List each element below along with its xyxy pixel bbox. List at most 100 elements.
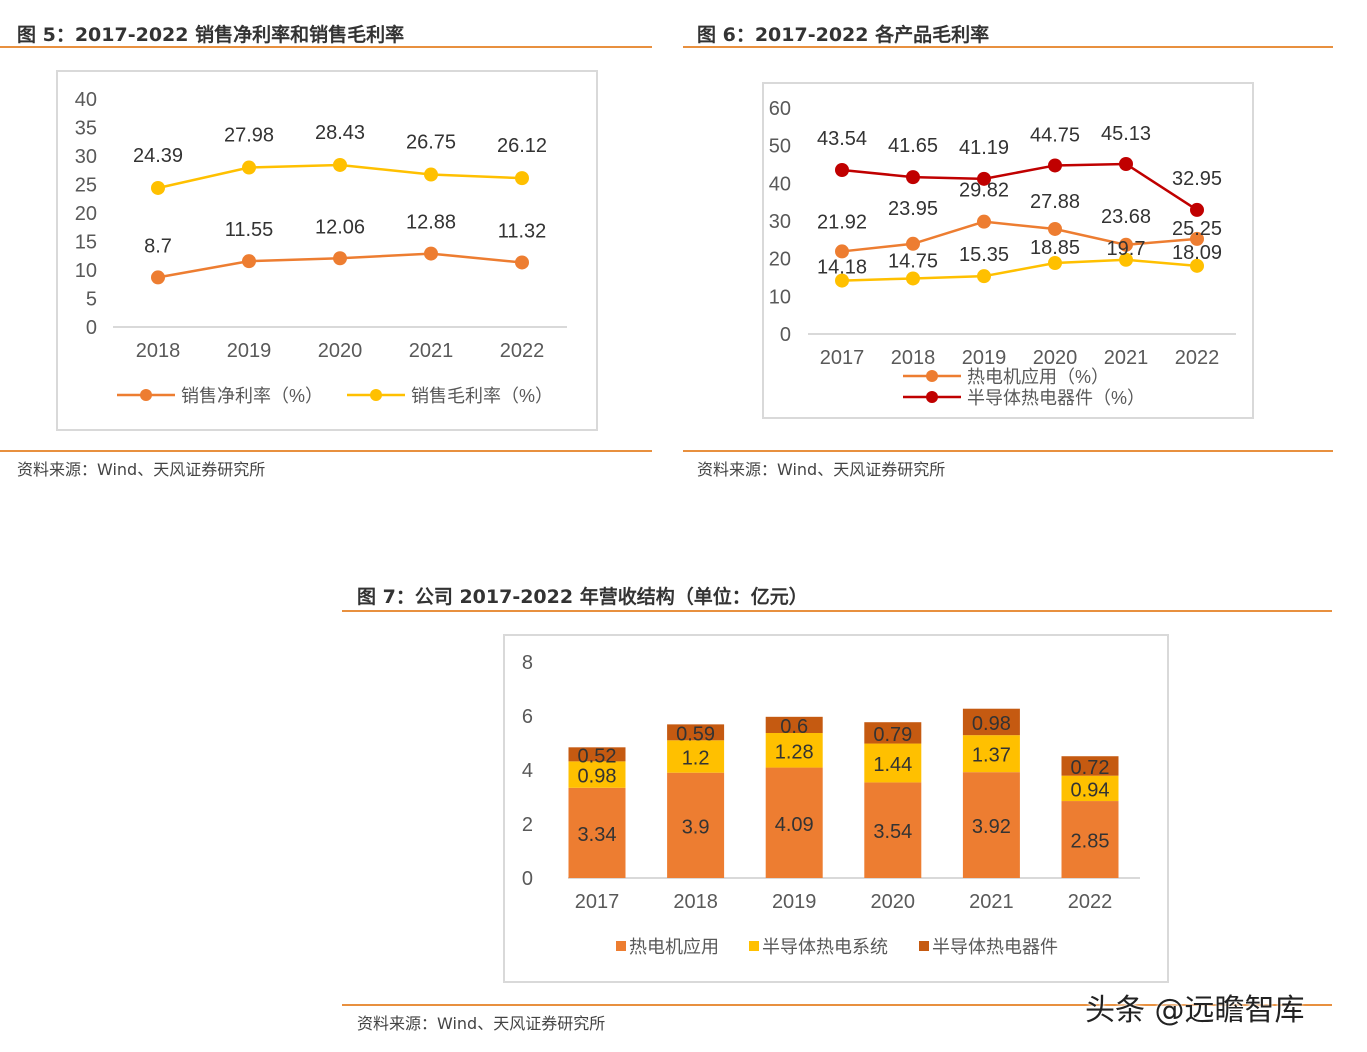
fig6-data-point (906, 236, 920, 251)
fig7-bar-segment (1061, 775, 1119, 802)
fig6-data-label: 23.68 (1101, 206, 1151, 228)
fig6-data-label: 41.65 (888, 135, 938, 157)
fig6-data-label: 45.13 (1101, 123, 1151, 145)
fig7-data-label: 3.9 (682, 816, 710, 838)
fig7-x-tick-label: 2019 (772, 891, 817, 913)
fig5-y-tick-label: 5 (86, 289, 97, 311)
fig6-data-label: 23.95 (888, 198, 938, 220)
fig5-data-point (242, 160, 256, 175)
fig5-data-label: 28.43 (315, 122, 365, 144)
fig6-data-point (977, 214, 991, 229)
fig7-legend-label: 热电机应用 (629, 937, 719, 957)
fig6-data-point (977, 269, 991, 284)
fig7-y-tick-label: 2 (522, 814, 533, 836)
fig7-legend-swatch (919, 941, 929, 951)
fig7-bar-segment (864, 722, 922, 744)
fig6-data-point (835, 162, 849, 177)
fig7-data-label: 1.37 (972, 745, 1011, 767)
fig7-data-label: 0.98 (578, 766, 617, 788)
fig7-data-label: 0.79 (873, 724, 912, 746)
fig6-data-point (835, 273, 849, 288)
fig5-data-point (515, 171, 529, 186)
fig7-legend-label: 半导体热电系统 (762, 937, 888, 957)
figure7-chart-frame (503, 634, 1169, 983)
fig7-x-tick-label: 2022 (1068, 891, 1113, 913)
fig6-series-line (841, 220, 1198, 253)
fig7-bar-segment (568, 787, 626, 878)
fig6-legend-marker (926, 391, 938, 403)
fig6-data-label: 43.54 (817, 128, 867, 150)
fig5-data-point (424, 246, 438, 261)
fig7-bar-segment (1061, 801, 1119, 878)
fig5-data-point (333, 251, 347, 266)
fig7-data-label: 4.09 (775, 814, 814, 836)
fig6-data-label: 21.92 (817, 211, 867, 233)
fig5-x-tick-label: 2022 (500, 340, 545, 362)
figure7-top-rule (342, 610, 1332, 612)
fig7-data-label: 0.52 (578, 745, 617, 767)
fig6-data-label: 15.35 (959, 244, 1009, 266)
fig6-data-point (1048, 158, 1062, 173)
figure7-source: 资料来源：Wind、天风证券研究所 (357, 1014, 606, 1033)
fig6-data-label: 27.88 (1030, 191, 1080, 213)
fig7-data-label: 1.44 (873, 754, 912, 776)
fig7-bar-segment (962, 735, 1020, 773)
fig7-y-tick-label: 4 (522, 760, 533, 782)
figure6-chart-frame (762, 82, 1254, 419)
fig5-data-point (515, 255, 529, 270)
fig7-bar-segment (667, 772, 725, 878)
fig6-data-point (1048, 255, 1062, 270)
fig5-data-point (424, 167, 438, 182)
fig5-data-point (151, 180, 165, 195)
figure7-bottom-rule (342, 1004, 1332, 1006)
fig6-data-point (1190, 258, 1204, 273)
fig7-y-tick-label: 0 (522, 868, 533, 890)
fig6-x-tick-label: 2018 (891, 347, 936, 369)
figure5-chart-frame (56, 70, 598, 431)
fig6-data-point (1190, 231, 1204, 246)
figure5-bottom-rule (0, 450, 652, 452)
fig6-data-label: 18.09 (1172, 242, 1222, 264)
fig5-data-label: 26.75 (406, 132, 456, 154)
fig5-legend-marker (370, 389, 382, 401)
figure6-bottom-rule (683, 450, 1333, 452)
fig5-y-tick-label: 15 (75, 232, 97, 254)
fig5-y-tick-label: 10 (75, 260, 97, 282)
fig5-data-point (242, 254, 256, 269)
fig7-bar-segment (568, 761, 626, 788)
fig6-x-tick-label: 2022 (1175, 347, 1220, 369)
fig7-bar-segment (962, 708, 1020, 736)
fig6-data-point (906, 170, 920, 185)
fig6-y-tick-label: 60 (769, 98, 791, 120)
fig5-x-tick-label: 2021 (409, 340, 454, 362)
fig7-bar-segment (1061, 756, 1119, 776)
figure6-source: 资料来源：Wind、天风证券研究所 (697, 460, 946, 479)
figure7-title: 图 7：公司 2017-2022 年营收结构（单位：亿元） (357, 586, 808, 608)
fig7-y-tick-label: 8 (522, 652, 533, 674)
fig6-data-point (977, 171, 991, 186)
figure6-top-rule (683, 46, 1333, 48)
fig6-data-point (1190, 202, 1204, 217)
fig6-x-tick-label: 2019 (962, 347, 1007, 369)
fig6-y-tick-label: 0 (780, 324, 791, 346)
fig5-y-tick-label: 40 (75, 89, 97, 111)
fig7-data-label: 0.98 (972, 713, 1011, 735)
fig7-data-label: 3.54 (873, 821, 912, 843)
fig5-y-tick-label: 30 (75, 146, 97, 168)
fig6-y-tick-label: 50 (769, 136, 791, 158)
fig5-data-label: 26.12 (497, 135, 547, 157)
fig5-data-label: 8.7 (144, 235, 172, 257)
fig7-data-label: 3.34 (578, 824, 617, 846)
fig7-data-label: 1.28 (775, 741, 814, 763)
fig6-y-tick-label: 20 (769, 249, 791, 271)
fig7-data-label: 0.6 (780, 716, 808, 738)
figure5-title: 图 5：2017-2022 销售净利率和销售毛利率 (17, 24, 405, 46)
fig5-data-point (333, 157, 347, 172)
fig6-y-tick-label: 10 (769, 286, 791, 308)
fig5-data-label: 12.06 (315, 216, 365, 238)
fig5-data-label: 12.88 (406, 212, 456, 234)
fig5-y-tick-label: 20 (75, 203, 97, 225)
figure6-title: 图 6：2017-2022 各产品毛利率 (697, 24, 990, 46)
fig6-data-point (835, 244, 849, 259)
